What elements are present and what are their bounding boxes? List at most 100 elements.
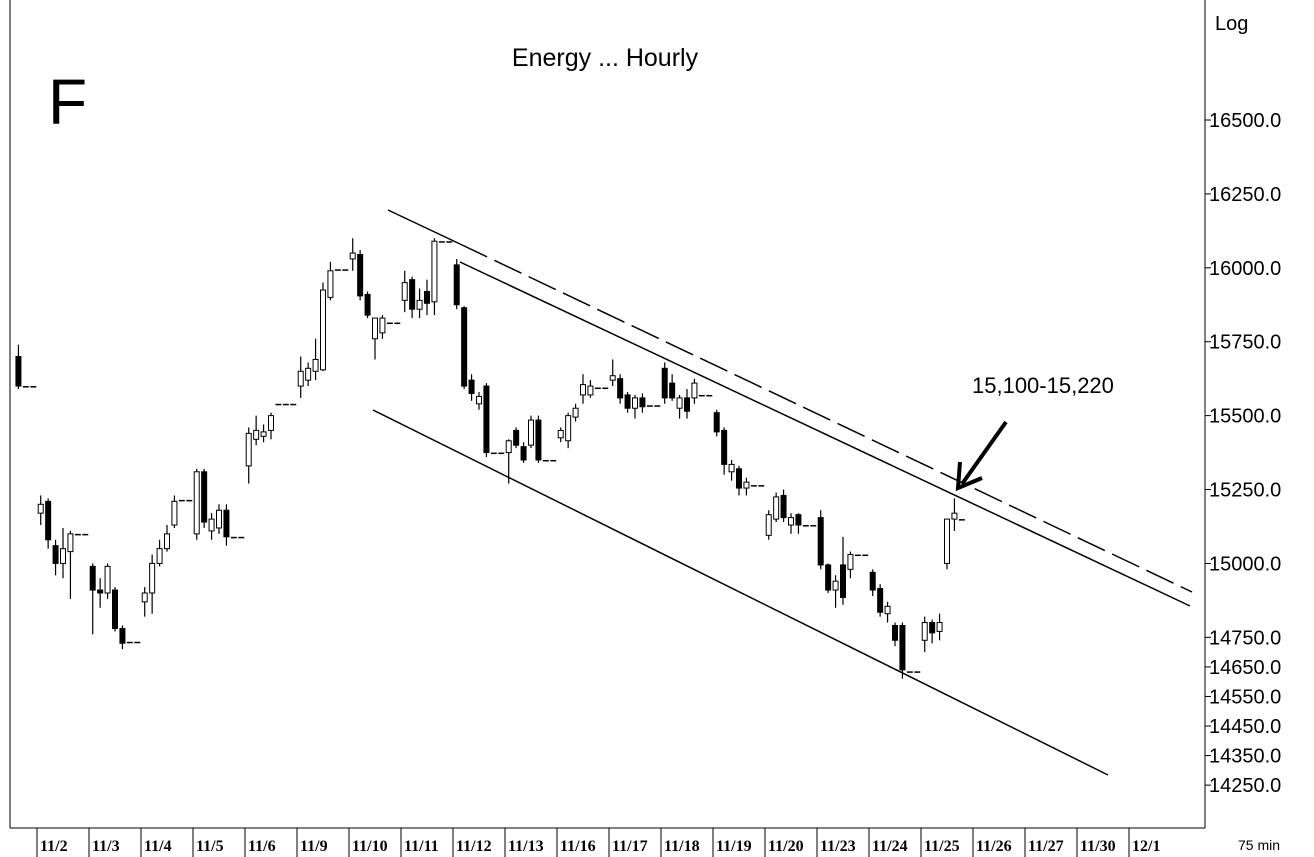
candle-body [750,485,757,487]
x-tick-label: 11/25 [924,838,960,855]
candle-body [498,452,505,455]
candle-body [572,407,579,418]
candle-body [60,548,66,564]
x-tick-label: 11/23 [820,838,856,855]
candle-body [37,503,44,514]
candle-body [208,518,215,532]
candle-body [892,625,898,641]
candle-body [386,322,393,325]
candle-body [453,264,460,306]
candle-body [520,446,527,461]
candle-body [528,419,534,446]
x-tick-label: 11/20 [768,838,804,855]
candle-body [394,322,401,325]
candle-body [884,605,891,615]
x-tick-label: 11/5 [196,838,224,855]
candle-body [186,499,193,502]
candle-body [119,627,126,644]
x-tick-label: 11/27 [1028,838,1064,855]
candle-body [944,518,950,564]
candle-body [112,589,118,629]
y-tick-label: 15750.0 [1209,332,1281,354]
candle-body [728,463,735,473]
panel-label: F [48,66,87,138]
candle-body [223,509,230,538]
candle-body [580,384,586,396]
candle-body [854,554,861,557]
y-tick-label: 15000.0 [1209,553,1281,575]
candle-body [238,536,245,539]
candle-body [713,412,720,433]
candle-body [30,386,37,388]
x-tick-label: 11/26 [976,838,1012,855]
candle-body [869,571,876,591]
candle-body [721,429,728,465]
scale-label: Log [1215,13,1248,35]
candle-body [646,405,653,407]
candle-body [706,394,713,397]
candle-body [216,509,222,529]
candle-body [431,240,438,303]
trend-lines [372,209,1193,776]
candle-body [698,394,705,397]
candle-body [230,536,237,539]
x-tick-label: 11/18 [664,838,700,855]
candle-body [104,565,111,594]
candle-body [290,403,297,406]
y-tick-label: 14650.0 [1209,657,1281,679]
candle-body [676,397,683,409]
candle-body [357,254,364,297]
candle-body [765,514,772,536]
candle-body [802,525,809,527]
candle-body [67,533,74,553]
candle-body [684,397,690,412]
x-tick-label: 11/24 [872,838,908,855]
x-tick-label: 12/1 [1132,838,1160,855]
candle-body [171,500,178,526]
candle-body [74,533,81,536]
candle-body [438,241,445,243]
candle-body [587,385,594,396]
candle-body [342,269,349,271]
y-tick-label: 16500.0 [1209,110,1281,132]
candle-body [260,431,267,437]
candle-body [602,387,609,390]
candle-body [758,485,765,487]
candle-body [446,241,453,243]
x-tick-label: 11/10 [352,838,388,855]
arrow-shaft [960,420,1008,486]
candle-body [82,533,89,536]
x-tick-label: 11/4 [144,838,172,855]
candle-body [320,289,326,371]
candle-body [795,514,802,526]
candle-body [327,270,334,298]
candle-body [334,269,341,271]
candle-body [535,419,542,461]
candles [15,238,965,679]
candle-body [490,452,497,455]
candle-body [565,415,572,442]
y-tick-label: 15500.0 [1209,406,1281,428]
candle-body [193,471,200,535]
candle-body [817,517,824,566]
candle-body [513,429,520,446]
candle-body [461,307,468,387]
candle-body [364,293,371,316]
y-tick-label: 14250.0 [1209,775,1281,797]
candle-body [45,500,52,541]
candle-body [141,592,148,603]
trend-line [459,243,1193,593]
candle-body [542,459,549,462]
candle-body [401,282,408,301]
candle-body [557,429,564,439]
y-tick-label: 14350.0 [1209,746,1281,768]
candle-body [936,622,943,632]
x-tick-label: 11/17 [612,838,648,855]
y-tick-label: 14450.0 [1209,716,1281,738]
candle-body [958,519,965,521]
candle-body [840,564,846,598]
candle-body [862,554,869,557]
candle-body [639,397,646,408]
